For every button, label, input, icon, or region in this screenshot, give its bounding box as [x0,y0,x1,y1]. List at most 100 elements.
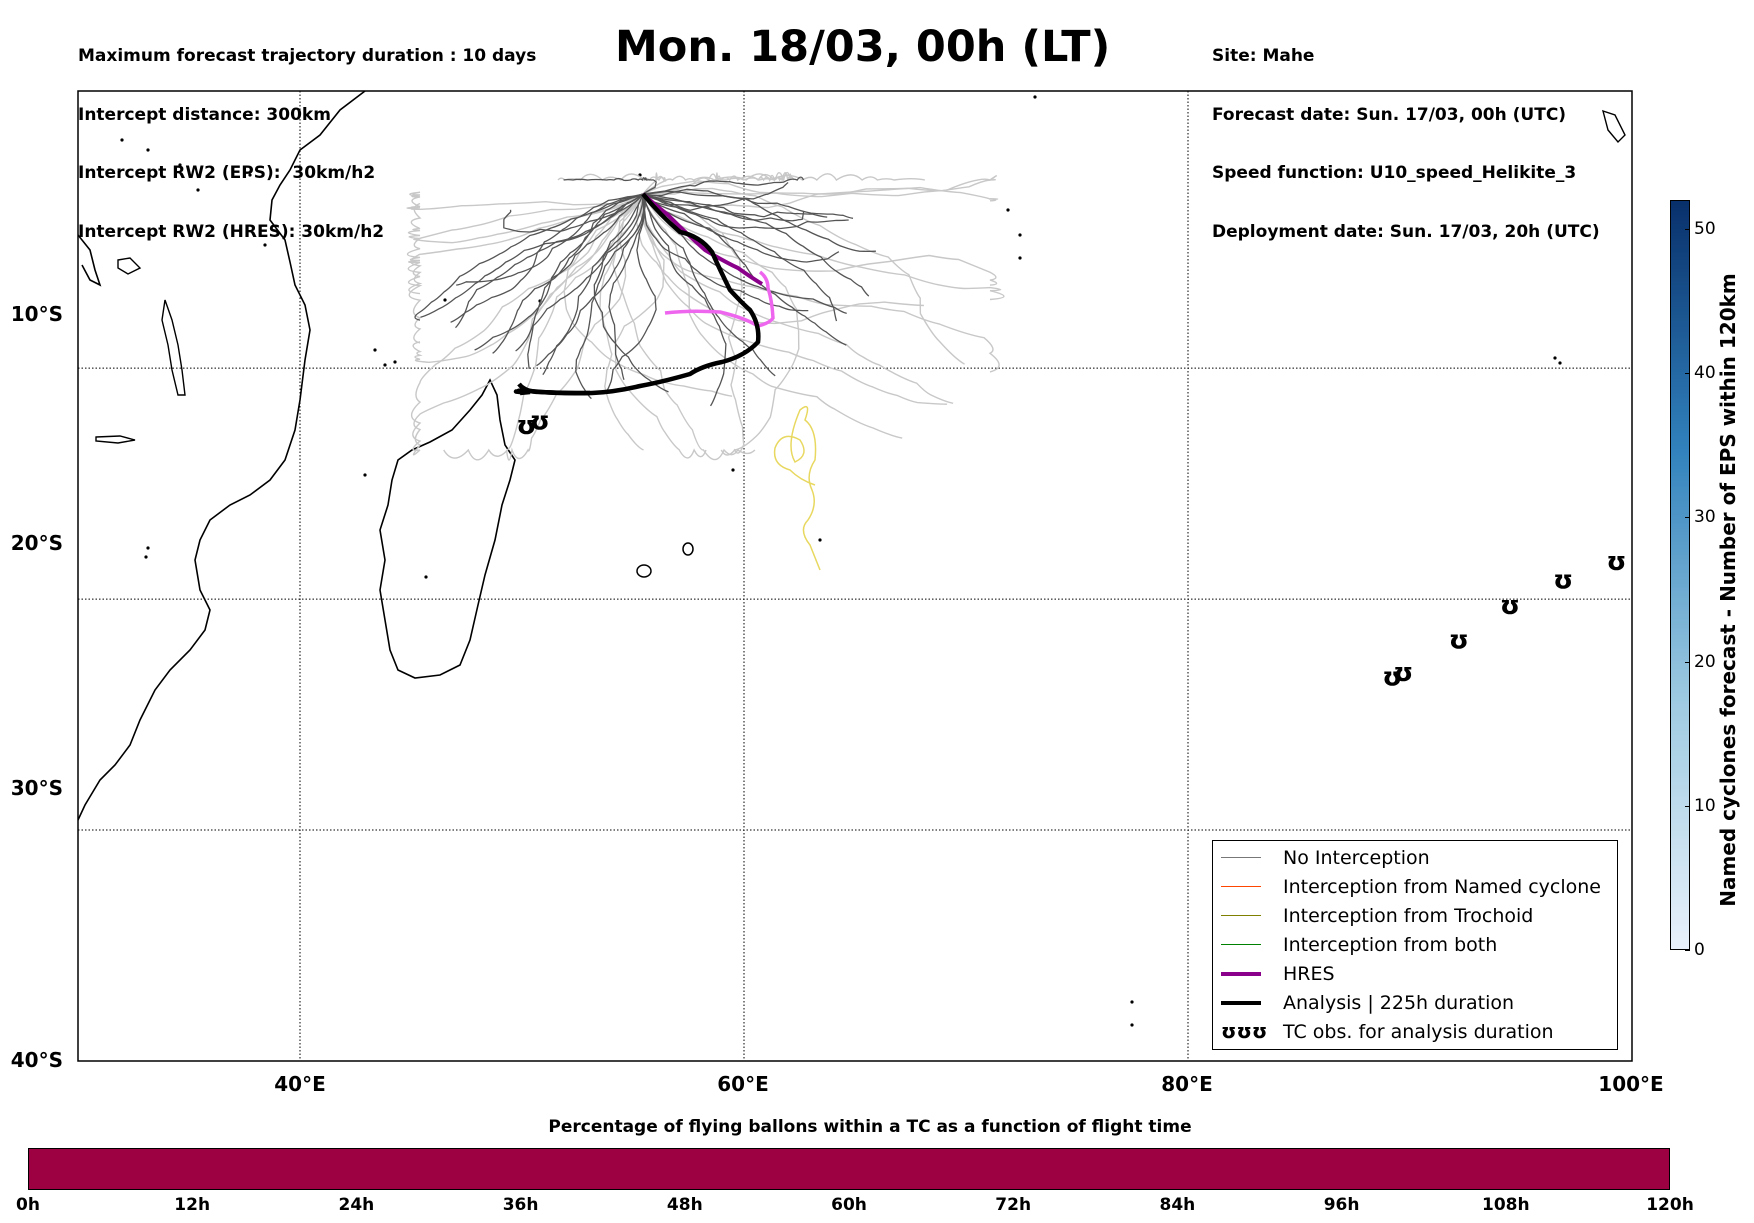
flight-time-tick-label: 84h [1159,1195,1196,1215]
eps-trajectories-light [406,171,1005,461]
ensemble-trajectory [515,193,644,352]
header-info-right: Site: Mahe Forecast date: Sun. 17/03, 00… [1212,8,1600,262]
lat-label: 20°S [10,531,63,555]
island-reunion [636,564,652,578]
island-dot [144,555,148,559]
island-dot [248,173,252,177]
colorbar-tick-mark [1685,373,1690,375]
ensemble-trajectory [406,193,644,295]
flight-time-tick-label: 36h [502,1195,539,1215]
lon-label: 40°E [274,1072,326,1096]
island-dot [146,148,150,152]
colorbar-tick-label: 10 [1694,795,1716,816]
header-line: Intercept RW2 (HRES): 30km/h2 [78,221,385,242]
ensemble-trajectory [642,172,775,195]
legend-label: TC obs. for analysis duration [1283,1020,1554,1043]
island-dot [1130,1000,1134,1004]
arabia-coastline [78,234,102,287]
ensemble-trajectory [605,193,657,392]
ensemble-trajectory [642,193,849,230]
colorbar-tick-label: 40 [1694,363,1716,384]
ensemble-trajectory [642,193,840,263]
island-sri-lanka-area [1601,109,1626,144]
madagascar-outline [379,378,516,679]
flight-time-colorbar [28,1148,1670,1190]
island-dot [383,363,387,367]
legend-entry: ʊʊʊ TC obs. for analysis duration [1221,1017,1554,1046]
ensemble-trajectory [536,193,645,367]
legend-label: Analysis | 225h duration [1283,991,1515,1014]
colorbar-tick-mark [1685,805,1690,807]
colorbar-tick-mark [1685,661,1690,663]
legend-entry: Analysis | 225h duration [1221,988,1514,1017]
colorbar-tick-label: 30 [1694,507,1716,528]
island-dot [146,546,150,550]
ensemble-trajectory [642,173,926,195]
tc-obs-symbol: ʊ [1500,591,1520,621]
ensemble-trajectory [642,193,727,407]
island-dot [393,360,397,364]
lake-victoria [117,257,142,275]
colorbar-tick-label: 50 [1694,218,1716,239]
island-dot [1553,356,1557,360]
flight-time-tick-label: 96h [1323,1195,1360,1215]
flight-time-tick-label: 24h [338,1195,375,1215]
island-dot [263,243,267,247]
tc-obs-symbol: ʊ [516,411,536,441]
island-dot [1033,95,1037,99]
ensemble-trajectory [640,193,948,405]
island-dot [1006,208,1010,212]
header-line: Maximum forecast trajectory duration : 1… [78,46,537,66]
small-islands [120,95,1562,1027]
ensemble-trajectory [503,193,644,233]
tc-obs-symbol: ʊ [1449,626,1469,656]
lat-label: 10°S [10,302,63,326]
ensemble-trajectory [608,193,645,381]
ensemble-trajectory [412,193,644,456]
tc-obs-symbol: ʊ [1553,566,1573,596]
legend-swatch [1221,971,1261,976]
colorbar-label: Named cyclones forecast - Number of EPS … [1716,273,1740,907]
colorbar-tick-label: 20 [1694,651,1716,672]
legend-entry: Interception from both [1221,930,1497,959]
header-line: Site: Mahe [1212,46,1315,66]
island-dot [363,473,367,477]
colorbar-tick-mark [1685,228,1690,230]
legend-entry: Interception from Named cyclone [1221,872,1601,901]
legend-swatch [1221,943,1261,946]
flight-time-tick-label: 60h [831,1195,867,1215]
analysis-track-tail [517,382,591,396]
legend-label: Interception from Named cyclone [1283,875,1601,898]
legend-label: No Interception [1283,846,1430,869]
lat-label: 30°S [10,776,63,800]
legend-swatch [1221,914,1261,917]
lon-label: 60°E [717,1072,769,1096]
legend-entry: HRES [1221,959,1335,988]
island-dot [818,538,822,542]
legend-entry: No Interception [1221,843,1430,872]
ensemble-trajectory [642,190,876,253]
ensemble-trajectory [410,193,644,452]
legend-label: Interception from Trochoid [1283,904,1534,927]
ensemble-trajectory [455,193,644,329]
island-dot [178,163,182,167]
legend-entry: Interception from Trochoid [1221,901,1533,930]
header-line: Intercept distance: 300km [78,104,331,125]
ensemble-trajectory [456,193,644,286]
flight-time-colorbar-title: Percentage of flying ballons within a TC… [548,1117,1192,1137]
ensemble-trajectory [527,193,644,369]
ensemble-trajectory [593,193,669,393]
ensemble-trajectory [642,176,805,195]
ensemble-trajectory [557,172,667,195]
colorbar-tick-label: 0 [1694,940,1705,960]
legend-symbol: ʊʊʊ [1221,1019,1268,1043]
header-line: Deployment date: Sun. 17/03, 20h (UTC) [1212,221,1600,242]
flight-time-tick-label: 48h [666,1195,703,1215]
island-dot [1130,1023,1134,1027]
island-dot [1558,361,1562,365]
flight-time-tick-label: 0h [16,1195,40,1215]
island-dot [443,298,447,302]
ensemble-trajectory [563,177,657,195]
